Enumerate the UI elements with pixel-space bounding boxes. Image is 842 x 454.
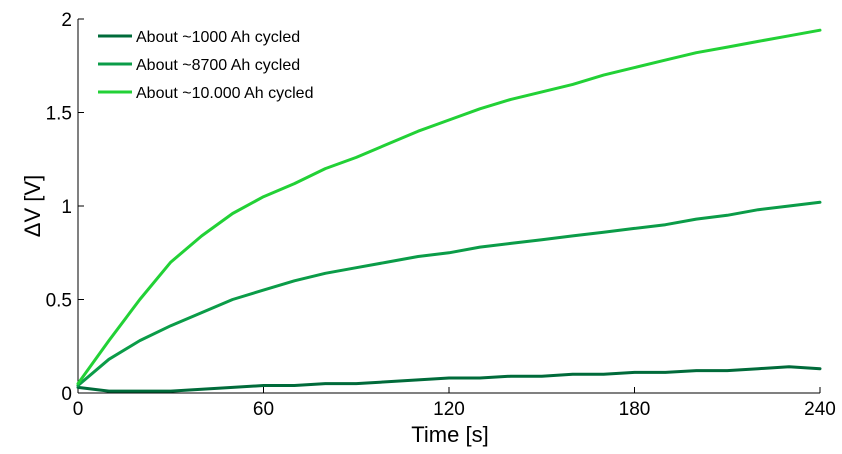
data-point (169, 324, 172, 327)
data-point (324, 272, 327, 275)
data-point (169, 390, 172, 393)
data-point (324, 382, 327, 385)
data-point (108, 339, 110, 342)
data-point (757, 208, 760, 211)
series-line (76, 200, 822, 387)
data-point (448, 377, 450, 379)
data-point (262, 289, 265, 292)
data-point (355, 156, 358, 159)
axes: 0 60 120 180 240 0 0.5 1 1.5 2 (46, 10, 836, 420)
data-point (448, 251, 450, 254)
data-point (200, 311, 203, 314)
legend: About ~1000 Ah cycled About ~8700 Ah cycl… (98, 29, 313, 102)
data-point (602, 231, 605, 234)
data-point (200, 388, 203, 391)
y-tick-label: 0 (61, 384, 72, 405)
data-point (138, 298, 141, 301)
data-point (540, 375, 543, 378)
x-tick-label: 240 (804, 399, 836, 420)
data-point (138, 390, 141, 393)
data-point (355, 266, 358, 269)
data-point (262, 384, 265, 387)
data-point (355, 382, 358, 385)
data-point (633, 66, 636, 69)
data-point (386, 380, 389, 383)
data-point (77, 382, 79, 385)
data-point (819, 29, 821, 32)
legend-label: About ~10.000 Ah cycled (136, 85, 313, 102)
y-axis-title: ΔV [V] (20, 175, 45, 237)
data-point (509, 242, 512, 245)
data-point (757, 367, 760, 370)
data-point (77, 386, 79, 389)
data-point (788, 34, 790, 37)
data-point (386, 143, 389, 146)
data-point (540, 238, 543, 241)
data-point (77, 384, 79, 387)
x-tick-label: 60 (253, 399, 274, 420)
data-point (417, 379, 419, 381)
x-axis-title: Time [s] (411, 422, 488, 447)
data-point (231, 212, 234, 215)
data-point (108, 358, 110, 361)
y-tick-label: 1.5 (46, 104, 72, 125)
data-point (262, 195, 265, 198)
data-point (571, 373, 574, 376)
data-point (819, 201, 821, 204)
data-point (664, 223, 667, 226)
data-point (571, 83, 574, 86)
data-point (664, 59, 667, 62)
data-point (695, 218, 698, 220)
legend-label: About ~8700 Ah cycled (136, 57, 300, 74)
data-point (726, 46, 729, 48)
data-point (293, 279, 296, 282)
data-point (633, 227, 636, 230)
data-point (788, 365, 790, 368)
y-tick-label: 1 (61, 197, 72, 218)
legend-label: About ~1000 Ah cycled (136, 29, 300, 46)
data-point (293, 182, 296, 185)
data-point (726, 369, 729, 372)
x-tick-label: 180 (619, 399, 651, 420)
data-point (417, 255, 419, 258)
data-point (509, 375, 512, 378)
data-point (695, 51, 698, 54)
data-point (200, 235, 203, 237)
data-point (819, 367, 821, 370)
data-point (448, 119, 450, 121)
data-point (602, 74, 605, 76)
series-line (76, 28, 822, 386)
data-point (138, 339, 141, 342)
series-lines (76, 28, 822, 393)
data-point (386, 261, 389, 263)
data-point (324, 167, 327, 170)
data-point (417, 130, 419, 133)
data-point (540, 91, 543, 93)
data-point (231, 386, 234, 389)
data-point (108, 390, 110, 393)
data-point (571, 235, 574, 237)
data-point (479, 246, 481, 249)
data-point (757, 40, 760, 43)
data-point (664, 371, 667, 374)
data-point (602, 373, 605, 376)
data-point (479, 377, 481, 379)
data-point (633, 371, 636, 374)
x-tick-label: 0 (73, 399, 84, 420)
data-point (788, 205, 790, 207)
x-tick-label: 120 (433, 399, 465, 420)
y-tick-label: 0.5 (46, 291, 72, 312)
y-tick-label: 2 (61, 10, 72, 31)
data-point (169, 261, 172, 263)
data-point (293, 384, 296, 387)
data-point (726, 214, 729, 217)
data-point (509, 98, 512, 101)
data-point (231, 298, 234, 301)
data-point (479, 107, 481, 110)
data-point (695, 369, 698, 372)
